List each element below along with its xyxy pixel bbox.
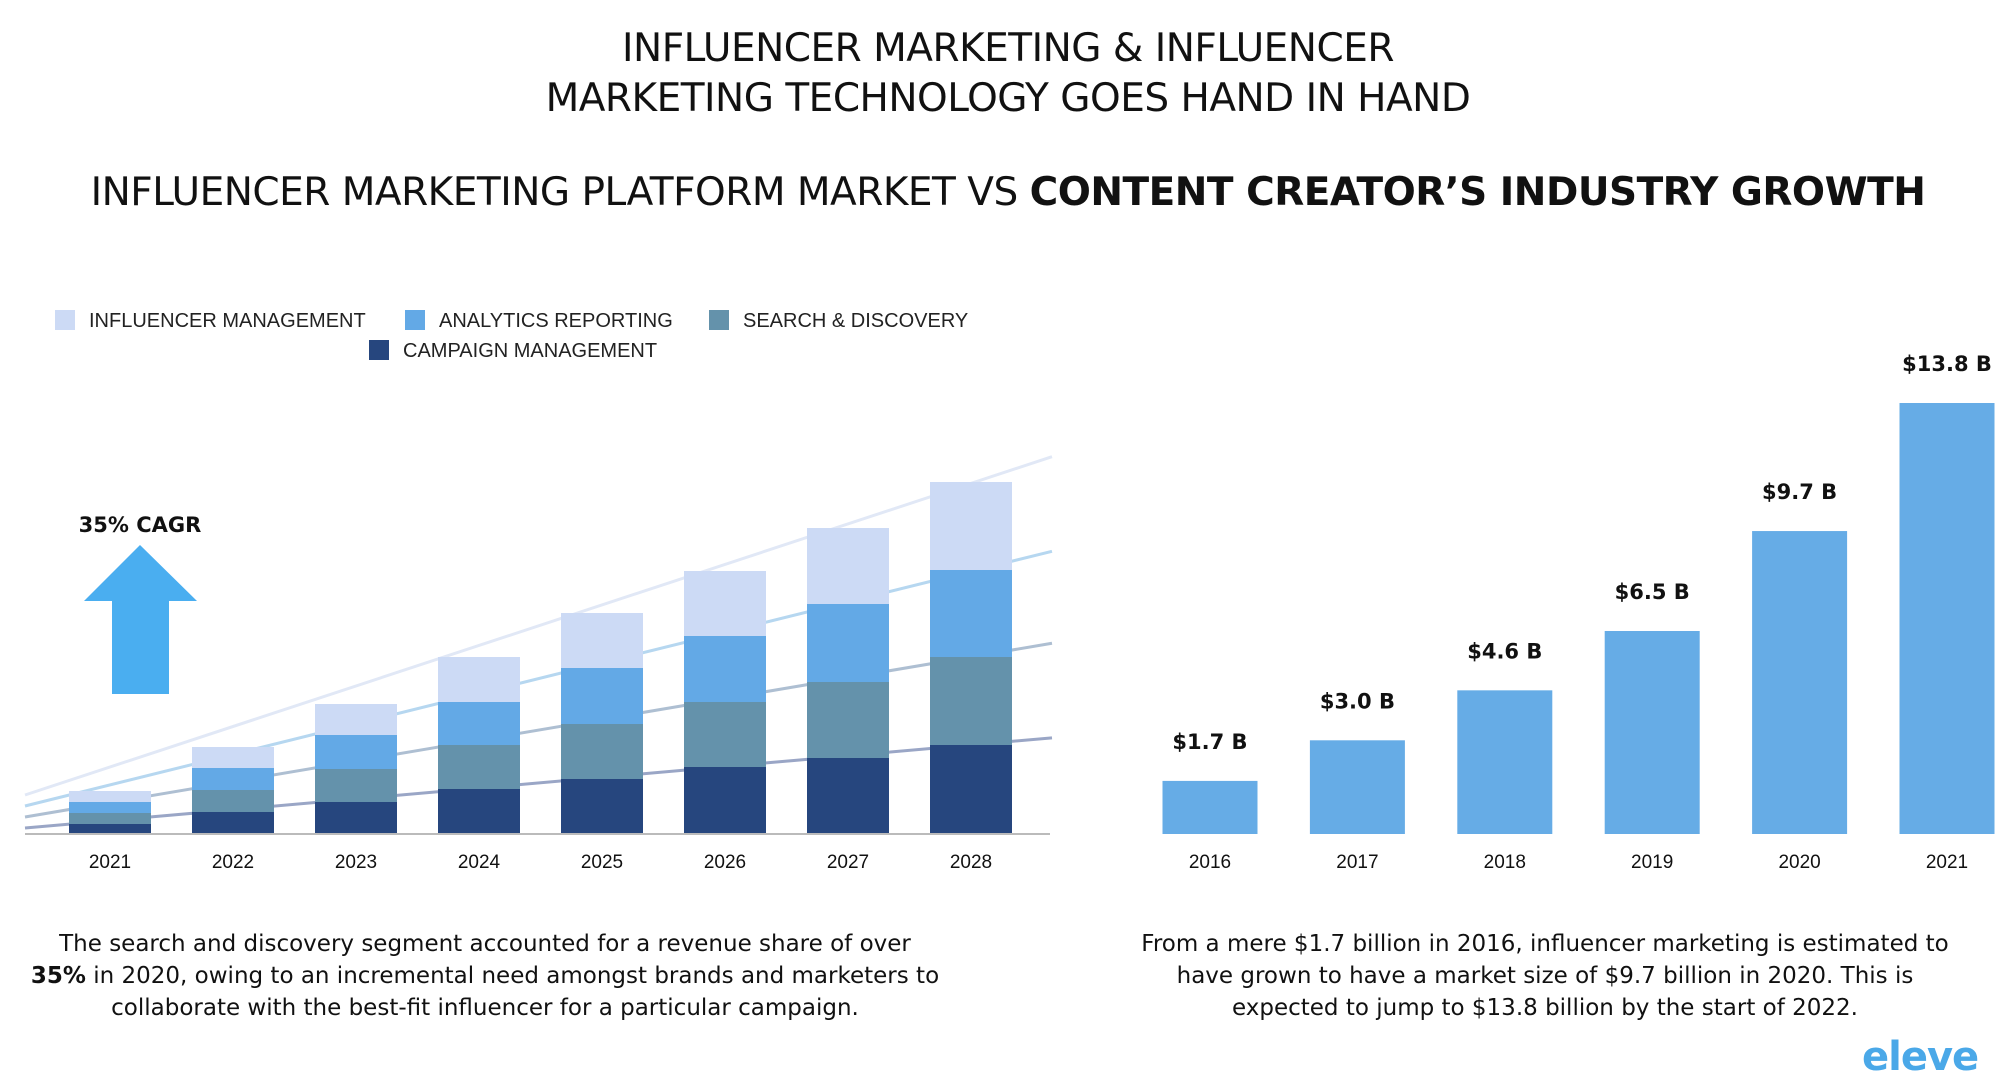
bar-analytics-reporting-2021 — [69, 802, 151, 813]
x-axis-ticks: 2021 2022 2023 2024 2025 2026 2027 2028 — [89, 852, 992, 873]
bar-influencer-management-2027 — [807, 528, 889, 604]
market-bars — [1162, 403, 1995, 834]
bar-analytics-reporting-2024 — [438, 702, 520, 745]
x-tick-2027: 2027 — [827, 852, 869, 873]
bar-analytics-reporting-2025 — [561, 668, 643, 724]
market-x-tick-2018: 2018 — [1484, 852, 1526, 873]
legend-label-influencer-management: INFLUENCER MANAGEMENT — [89, 310, 366, 332]
bar-search-discovery-2027 — [807, 682, 889, 758]
x-tick-2028: 2028 — [950, 852, 992, 873]
subtitle-regular: INFLUENCER MARKETING PLATFORM MARKET VS — [90, 170, 1030, 215]
legend-swatch-campaign-management — [369, 340, 389, 360]
stacked-bars — [69, 482, 1012, 834]
data-label-2019: $6.5 B — [1615, 580, 1690, 604]
market-bar-2018 — [1457, 690, 1553, 834]
left-caption-part2: in 2020, owing to an incremental need am… — [93, 963, 940, 1021]
data-label-2020: $9.7 B — [1762, 480, 1837, 504]
bar-influencer-management-2026 — [684, 571, 766, 636]
market-x-tick-2017: 2017 — [1336, 852, 1378, 873]
bar-search-discovery-2023 — [315, 769, 397, 802]
market-bar-2020 — [1752, 531, 1848, 834]
title-line-2: MARKETING TECHNOLOGY GOES HAND IN HAND — [545, 76, 1471, 121]
market-x-tick-2016: 2016 — [1189, 852, 1231, 873]
bar-search-discovery-2025 — [561, 724, 643, 779]
legend-swatch-analytics-reporting — [405, 310, 425, 330]
bar-campaign-management-2024 — [438, 789, 520, 834]
legend-label-campaign-management: CAMPAIGN MANAGEMENT — [403, 340, 658, 362]
bar-search-discovery-2026 — [684, 702, 766, 767]
x-tick-2023: 2023 — [335, 852, 377, 873]
bar-search-discovery-2021 — [69, 813, 151, 824]
bar-influencer-management-2028 — [930, 482, 1012, 570]
x-tick-2024: 2024 — [458, 852, 501, 873]
bar-influencer-management-2021 — [69, 791, 151, 802]
bar-influencer-management-2024 — [438, 657, 520, 702]
legend-swatch-search-discovery — [709, 310, 729, 330]
data-label-2017: $3.0 B — [1320, 689, 1395, 713]
bar-influencer-management-2023 — [315, 704, 397, 735]
legend-item-search-discovery: SEARCH & DISCOVERY — [709, 310, 968, 333]
trend-line-search-discovery — [24, 641, 1053, 819]
legend-item-analytics-reporting: ANALYTICS REPORTING — [405, 310, 673, 333]
market-bar-2016 — [1162, 780, 1258, 834]
legend-item-influencer-management: INFLUENCER MANAGEMENT — [55, 310, 366, 333]
bar-search-discovery-2024 — [438, 745, 520, 789]
market-x-tick-2020: 2020 — [1778, 852, 1820, 873]
x-tick-2021: 2021 — [89, 852, 131, 873]
bar-analytics-reporting-2028 — [930, 570, 1012, 657]
bar-search-discovery-2022 — [192, 790, 274, 812]
brand-logo: eleve — [1862, 1034, 1979, 1080]
market-x-tick-2019: 2019 — [1631, 852, 1673, 873]
legend-label-analytics-reporting: ANALYTICS REPORTING — [439, 310, 673, 332]
legend-label-search-discovery: SEARCH & DISCOVERY — [743, 310, 969, 332]
left-caption-bold: 35% — [30, 963, 86, 989]
data-label-2016: $1.7 B — [1172, 730, 1247, 754]
x-tick-2026: 2026 — [704, 852, 746, 873]
title-block: INFLUENCER MARKETING & INFLUENCER MARKET… — [0, 24, 2016, 124]
bar-analytics-reporting-2022 — [192, 768, 274, 790]
legend-item-campaign-management: CAMPAIGN MANAGEMENT — [369, 340, 657, 363]
market-data-labels: $1.7 B $3.0 B $4.6 B $6.5 B $9.7 B $13.8 B — [1172, 352, 1991, 754]
bar-campaign-management-2023 — [315, 802, 397, 834]
market-x-tick-2021: 2021 — [1926, 852, 1968, 873]
title-line-1: INFLUENCER MARKETING & INFLUENCER — [622, 26, 1394, 71]
cagr-arrow-icon — [84, 545, 197, 694]
market-bar-2017 — [1309, 740, 1405, 834]
cagr-label: 35% CAGR — [79, 513, 202, 537]
trend-line-influencer-management — [24, 455, 1053, 797]
left-caption: The search and discovery segment account… — [30, 928, 940, 1024]
legend-swatch-influencer-management — [55, 310, 75, 330]
bar-campaign-management-2027 — [807, 758, 889, 834]
left-caption-part1: The search and discovery segment account… — [59, 931, 911, 957]
bar-analytics-reporting-2023 — [315, 735, 397, 769]
subtitle-bold: CONTENT CREATOR’S INDUSTRY GROWTH — [1029, 170, 1926, 215]
market-x-axis-ticks: 2016 2017 2018 2019 2020 2021 — [1189, 852, 1968, 873]
market-bar-2021 — [1899, 403, 1995, 834]
trend-line-campaign-management — [24, 736, 1053, 830]
data-label-2021: $13.8 B — [1902, 352, 1992, 376]
stacked-bar-chart: 2021 2022 2023 2024 2025 2026 2027 2028 35% CAG… — [24, 455, 1053, 873]
bar-campaign-management-2021 — [69, 824, 151, 834]
x-tick-2025: 2025 — [581, 852, 623, 873]
bar-campaign-management-2025 — [561, 779, 643, 834]
market-bar-2019 — [1604, 630, 1700, 834]
bar-influencer-management-2022 — [192, 747, 274, 768]
chart-subtitle: INFLUENCER MARKETING PLATFORM MARKET VS … — [0, 168, 2016, 218]
bar-campaign-management-2028 — [930, 745, 1012, 834]
bar-campaign-management-2026 — [684, 767, 766, 834]
bar-campaign-management-2022 — [192, 812, 274, 834]
right-caption: From a mere $1.7 billion in 2016, influe… — [1130, 928, 1960, 1024]
x-tick-2022: 2022 — [212, 852, 254, 873]
bar-influencer-management-2025 — [561, 613, 643, 668]
bar-analytics-reporting-2027 — [807, 604, 889, 682]
market-bar-chart: $1.7 B $3.0 B $4.6 B $6.5 B $9.7 B $13.8 B 20… — [1162, 352, 1995, 873]
data-label-2018: $4.6 B — [1467, 639, 1542, 663]
right-caption-text: From a mere $1.7 billion in 2016, influe… — [1141, 931, 1949, 1021]
bar-analytics-reporting-2026 — [684, 636, 766, 702]
bar-search-discovery-2028 — [930, 657, 1012, 745]
